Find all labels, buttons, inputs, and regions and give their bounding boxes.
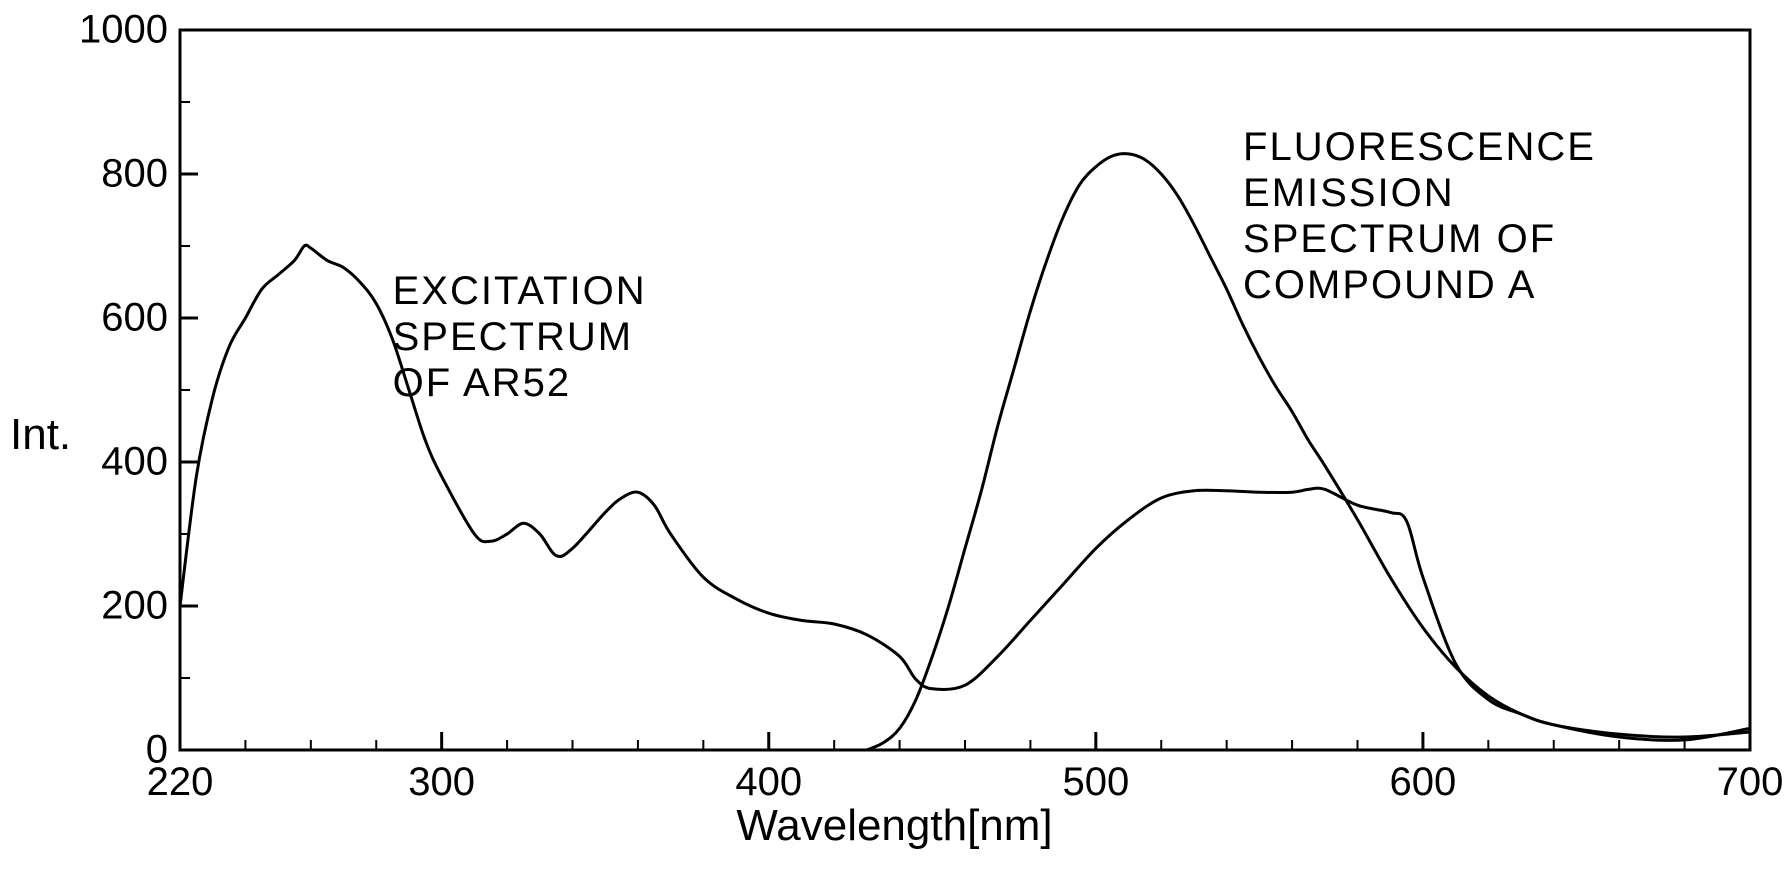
plot-area: 22030040050060070002004006008001000EXCIT… [180, 30, 1750, 750]
x-tick-label: 600 [1390, 750, 1457, 805]
y-tick-label: 200 [101, 584, 180, 629]
x-tick-label: 400 [735, 750, 802, 805]
y-tick-label: 400 [101, 440, 180, 485]
x-tick-label: 700 [1717, 750, 1784, 805]
x-tick-label: 500 [1062, 750, 1129, 805]
y-tick-label: 800 [101, 152, 180, 197]
y-axis-label: Int. [10, 410, 71, 460]
y-tick-label: 600 [101, 296, 180, 341]
y-tick-label: 1000 [79, 8, 180, 53]
x-axis-label: Wavelength[nm] [736, 801, 1052, 851]
annotation-ar52: EXCITATION SPECTRUM OF AR52 [393, 268, 647, 406]
annotation-compound-a: FLUORESCENCE EMISSION SPECTRUM OF COMPOU… [1243, 124, 1596, 308]
x-tick-label: 300 [408, 750, 475, 805]
y-tick-label: 0 [146, 728, 180, 773]
spectra-figure: Int. 22030040050060070002004006008001000… [0, 0, 1789, 869]
